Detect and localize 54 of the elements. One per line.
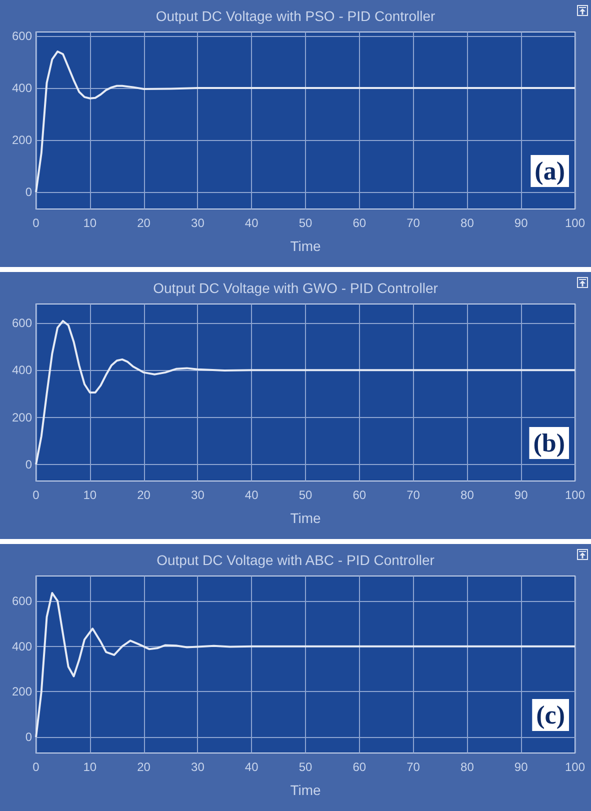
x-tick-label: 10 (83, 488, 97, 502)
x-tick-label: 90 (514, 216, 528, 230)
x-tick-label: 60 (352, 216, 366, 230)
chart-title: Output DC Voltage with GWO - PID Controller (153, 280, 438, 296)
x-axis-title: Time (290, 238, 322, 254)
x-tick-label: 60 (352, 488, 366, 502)
x-tick-label: 50 (298, 760, 312, 774)
x-tick-label: 10 (83, 760, 97, 774)
annotation: (a) (534, 156, 566, 186)
y-tick-label: 600 (12, 594, 32, 608)
y-tick-label: 600 (12, 28, 32, 43)
x-tick-label: 90 (514, 488, 528, 502)
line-series (35, 320, 576, 466)
x-tick-label: 80 (460, 216, 474, 230)
x-tick-label: 100 (564, 488, 586, 502)
x-axis-title: Time (290, 782, 322, 798)
x-tick-label: 50 (298, 216, 312, 230)
x-tick-label: 30 (191, 760, 205, 774)
y-tick-label: 400 (12, 363, 32, 378)
x-tick-label: 70 (406, 216, 420, 230)
x-tick-label: 90 (514, 760, 528, 774)
chart-title: Output DC Voltage with PSO - PID Controller (156, 8, 436, 24)
y-tick-label: 200 (12, 133, 32, 148)
x-tick-label: 10 (83, 216, 97, 230)
x-tick-label: 20 (137, 760, 151, 774)
annotation: (c) (536, 700, 566, 730)
y-tick-label: 400 (12, 80, 32, 95)
x-tick-label: 40 (244, 760, 259, 774)
x-tick-label: 50 (298, 488, 312, 502)
x-tick-label: 20 (137, 488, 151, 502)
x-tick-label: 40 (244, 216, 259, 230)
x-tick-label: 80 (460, 760, 474, 774)
y-tick-label: 400 (12, 639, 32, 654)
line-series (35, 50, 576, 194)
y-tick-label: 0 (25, 730, 32, 744)
x-tick-label: 100 (564, 216, 586, 230)
x-tick-label: 60 (352, 760, 366, 774)
x-axis-title: Time (290, 510, 322, 526)
y-tick-label: 0 (25, 457, 32, 472)
x-tick-label: 40 (244, 488, 259, 502)
x-tick-label: 70 (406, 488, 420, 502)
x-tick-label: 80 (460, 488, 474, 502)
y-tick-label: 600 (12, 316, 32, 330)
y-tick-label: 0 (25, 185, 32, 200)
annotation: (b) (533, 428, 566, 458)
y-tick-label: 200 (12, 684, 32, 699)
x-tick-label: 70 (406, 760, 420, 774)
chart-title: Output DC Voltage with ABC - PID Controller (156, 552, 435, 568)
x-tick-label: 100 (564, 760, 586, 774)
x-tick-label: 30 (191, 216, 205, 230)
line-series (35, 592, 576, 738)
y-tick-label: 200 (12, 410, 32, 424)
x-tick-label: 30 (191, 488, 205, 502)
x-tick-label: 20 (137, 216, 151, 230)
